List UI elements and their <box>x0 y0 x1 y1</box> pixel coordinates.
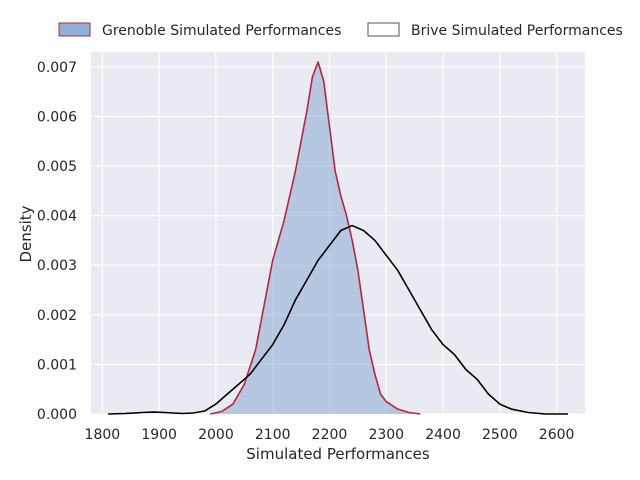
series-line-0 <box>210 61 421 415</box>
y-tick-label: 0.003 <box>37 258 77 274</box>
y-tick-label: 0.001 <box>37 357 77 373</box>
y-tick-label: 0.000 <box>37 407 77 423</box>
series-area-0 <box>210 61 421 415</box>
legend-swatch-1 <box>367 22 400 37</box>
y-tick-label: 0.002 <box>37 308 77 324</box>
x-tick-label: 2500 <box>482 427 518 443</box>
x-tick-labels: 1800 1900 2000 2100 2200 2300 2400 2500 2600 <box>85 427 575 443</box>
y-tick-label: 0.006 <box>37 109 77 125</box>
x-tick-label: 1800 <box>85 427 121 443</box>
x-tick-label: 2400 <box>425 427 461 443</box>
x-tick-label: 2100 <box>255 427 291 443</box>
y-tick-label: 0.004 <box>37 209 77 225</box>
y-tick-label: 0.005 <box>37 159 77 175</box>
legend-swatch-0 <box>58 22 91 37</box>
x-tick-label: 2600 <box>539 427 575 443</box>
y-tick-label: 0.007 <box>37 60 77 76</box>
x-tick-label: 1900 <box>141 427 177 443</box>
series-line-1 <box>108 224 568 415</box>
x-tick-label: 2200 <box>312 427 348 443</box>
legend: Grenoble Simulated Performances Brive Sim… <box>58 22 623 39</box>
y-tick-labels: 0.000 0.001 0.002 0.003 0.004 0.005 0.006 0.007 <box>37 60 77 423</box>
x-tick-label: 2000 <box>198 427 234 443</box>
legend-label-1: Brive Simulated Performances <box>411 23 623 39</box>
x-gridlines <box>101 52 558 414</box>
x-axis-label: Simulated Performances <box>246 445 430 463</box>
x-tick-label: 2300 <box>368 427 404 443</box>
y-axis-label: Density <box>17 205 35 262</box>
series-layer <box>108 61 568 415</box>
legend-label-0: Grenoble Simulated Performances <box>102 23 341 39</box>
